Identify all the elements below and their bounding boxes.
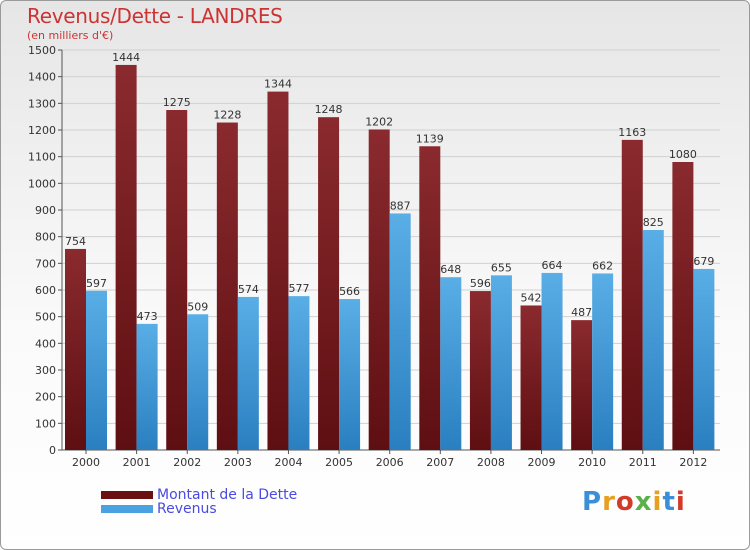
bar-revenue	[237, 296, 259, 450]
y-tick-label: 1500	[28, 44, 56, 57]
legend-swatch-debt	[101, 491, 153, 499]
data-label: 473	[137, 310, 158, 323]
data-label: 1228	[213, 109, 241, 122]
y-tick-label: 300	[35, 364, 56, 377]
legend-label-debt: Montant de la Dette	[157, 487, 298, 503]
bar-debt	[469, 291, 491, 450]
bar-debt	[520, 305, 542, 450]
chart-title: Revenus/Dette - LANDRES	[27, 4, 283, 28]
data-label: 825	[643, 216, 664, 229]
bar-debt	[318, 117, 340, 450]
x-tick-label: 2006	[376, 456, 404, 469]
x-tick-label: 2007	[426, 456, 454, 469]
x-tick-label: 2001	[123, 456, 151, 469]
bar-debt	[419, 146, 441, 450]
x-tick-label: 2012	[679, 456, 707, 469]
y-tick-label: 1100	[28, 151, 56, 164]
x-tick-label: 2000	[72, 456, 100, 469]
data-label: 1444	[112, 51, 140, 64]
y-tick-label: 1300	[28, 97, 56, 110]
data-label: 542	[521, 291, 542, 304]
y-tick-label: 600	[35, 284, 56, 297]
data-label: 1344	[264, 78, 292, 91]
bar-revenue	[440, 277, 462, 450]
bar-revenue	[490, 275, 512, 450]
bar-revenue	[642, 230, 664, 450]
legend-swatch-revenue	[101, 505, 153, 513]
x-tick-label: 2008	[477, 456, 505, 469]
bar-revenue	[693, 268, 715, 450]
y-tick-label: 100	[35, 417, 56, 430]
y-tick-label: 700	[35, 257, 56, 270]
y-tick-label: 200	[35, 391, 56, 404]
bar-revenue	[339, 299, 361, 450]
legend-item-debt: Montant de la Dette	[101, 488, 297, 502]
y-tick-label: 400	[35, 337, 56, 350]
data-label: 597	[86, 277, 107, 290]
x-tick-label: 2011	[629, 456, 657, 469]
chart-subtitle: (en milliers d'€)	[27, 29, 114, 42]
data-label: 1080	[669, 148, 697, 161]
data-labels: 754 597 1444 473 1275 509 1228 574 1344 577 1248 56…	[65, 51, 714, 323]
y-tick-label: 800	[35, 231, 56, 244]
bar-debt	[115, 64, 137, 450]
data-label: 662	[592, 259, 613, 272]
data-label: 487	[571, 306, 592, 319]
data-label: 1202	[365, 115, 393, 128]
proxiti-logo: Proxiti	[582, 487, 686, 517]
data-label: 887	[390, 199, 411, 212]
data-label: 574	[238, 283, 259, 296]
x-tick-label: 2002	[173, 456, 201, 469]
x-tick-label: 2004	[274, 456, 302, 469]
legend-label-revenue: Revenus	[157, 501, 217, 517]
bar-revenue	[136, 323, 158, 450]
y-tick-label: 1400	[28, 71, 56, 84]
data-label: 655	[491, 261, 512, 274]
data-label: 566	[339, 285, 360, 298]
x-tick-label: 2010	[578, 456, 606, 469]
data-label: 1163	[618, 126, 646, 139]
data-label: 1139	[416, 132, 444, 145]
data-label: 664	[542, 259, 563, 272]
bar-debt	[571, 320, 593, 450]
y-tick-label: 0	[49, 444, 56, 457]
y-tick-label: 900	[35, 204, 56, 217]
bar-debt	[368, 129, 390, 450]
x-tick-label: 2005	[325, 456, 353, 469]
y-tick-label: 500	[35, 311, 56, 324]
legend-item-revenue: Revenus	[101, 502, 217, 516]
data-label: 1248	[315, 103, 343, 116]
bar-debt	[216, 122, 238, 451]
bar-revenue	[541, 272, 563, 450]
data-label: 754	[65, 235, 86, 248]
data-label: 1275	[163, 96, 191, 109]
bar-debt	[267, 91, 289, 450]
bar-revenue	[187, 314, 209, 450]
data-label: 648	[440, 263, 461, 276]
bars	[65, 64, 715, 451]
x-tick-label: 2003	[224, 456, 252, 469]
bar-revenue	[86, 290, 107, 450]
data-label: 577	[288, 282, 309, 295]
bar-debt	[65, 248, 86, 450]
bar-revenue	[592, 273, 614, 450]
bar-revenue	[389, 213, 411, 450]
data-label: 509	[187, 300, 208, 313]
bar-debt	[672, 162, 694, 450]
bar-revenue	[288, 296, 310, 450]
y-tick-label: 1200	[28, 124, 56, 137]
bar-debt	[166, 110, 188, 450]
data-label: 596	[470, 277, 491, 290]
x-tick-label: 2009	[528, 456, 556, 469]
data-label: 679	[693, 255, 714, 268]
bar-debt	[621, 139, 643, 450]
y-tick-label: 1000	[28, 177, 56, 190]
